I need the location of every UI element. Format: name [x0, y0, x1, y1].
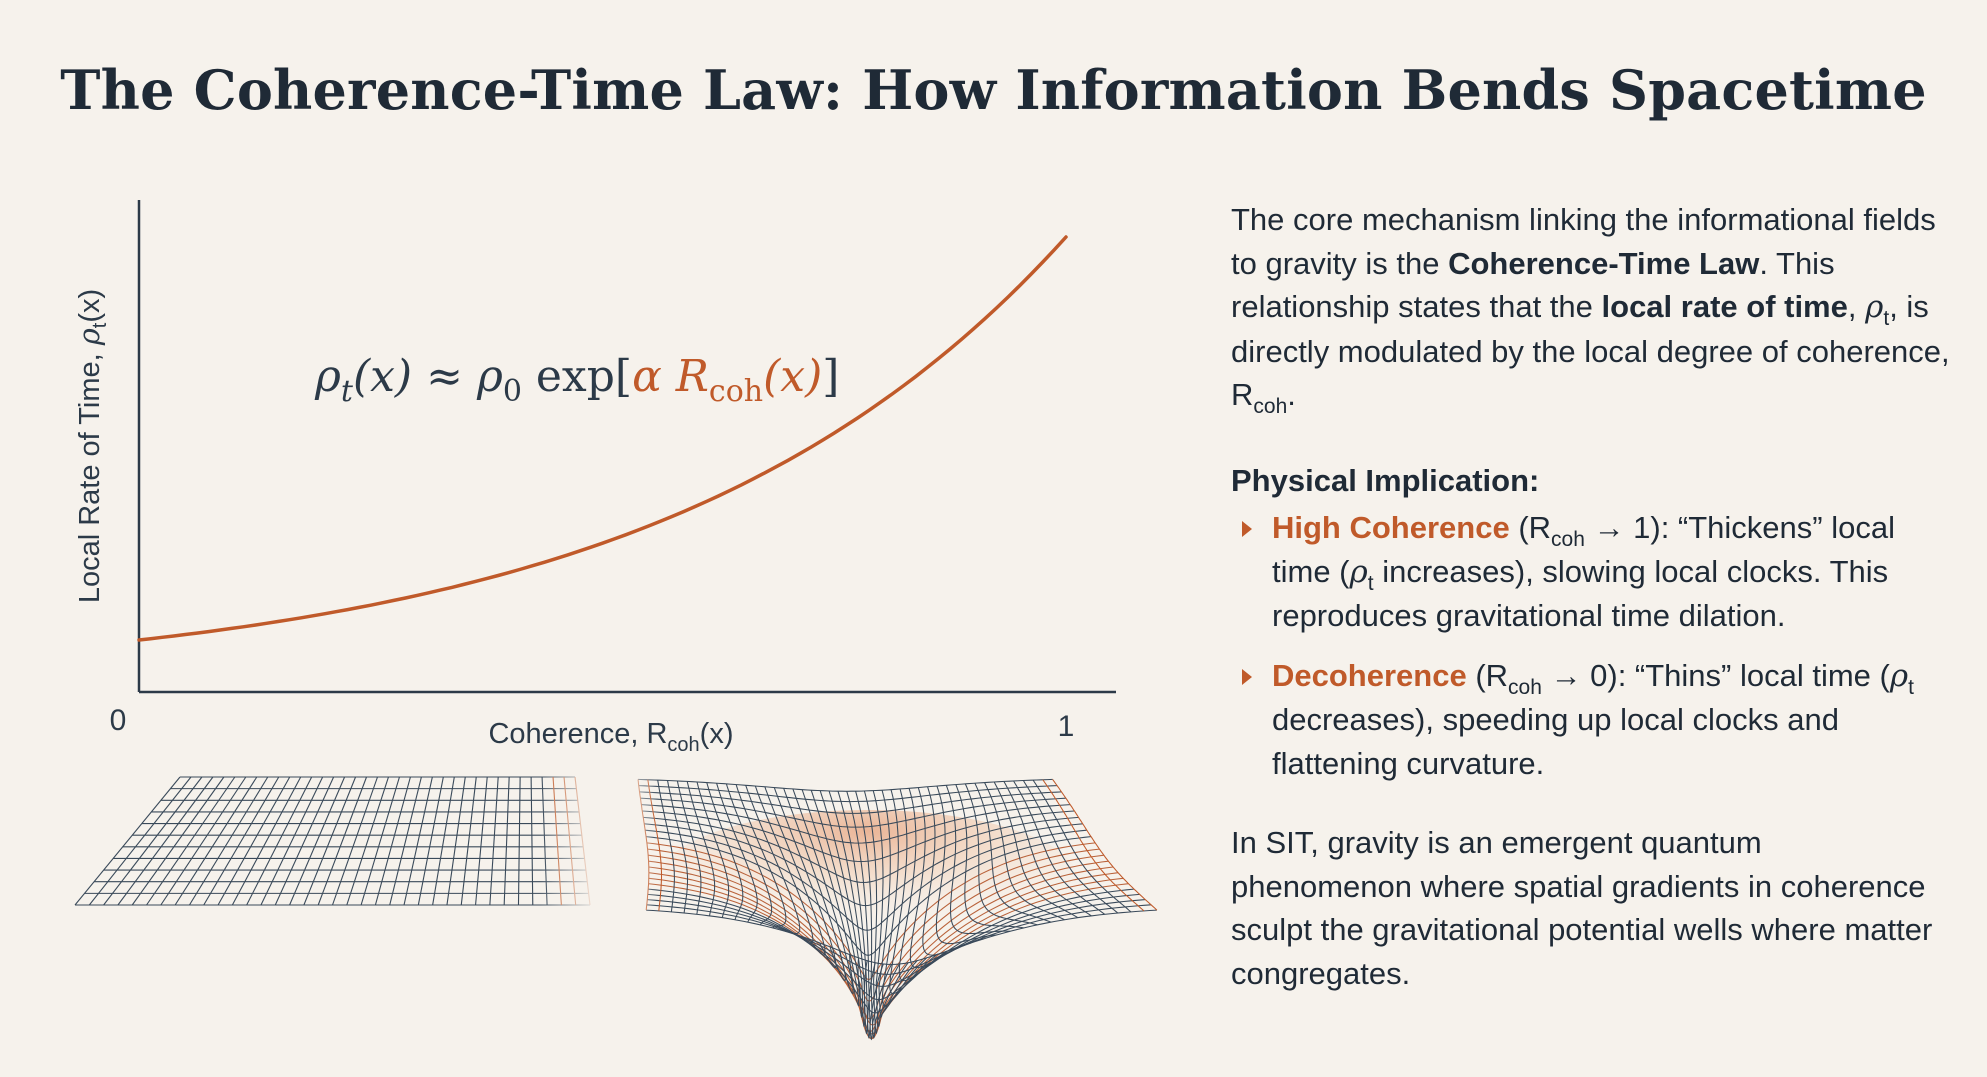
- grid-line: [909, 787, 972, 969]
- grid-line: [160, 776, 247, 906]
- grid-line: [1003, 781, 1092, 917]
- grid-line: [231, 776, 302, 906]
- grid-line: [764, 786, 826, 956]
- grid-line: [696, 781, 730, 918]
- triangle-bullet-icon: [1242, 668, 1252, 685]
- grid-line: [274, 776, 335, 906]
- grid-line: [103, 776, 203, 906]
- grid-line: [828, 790, 876, 1035]
- grid-line: [993, 781, 1079, 919]
- grid-line: [878, 790, 928, 1018]
- grid-line: [657, 780, 675, 912]
- grid-line: [432, 776, 455, 906]
- triangle-bullet-icon: [1242, 521, 1252, 537]
- implication-list: High Coherence (Rcoh → 1): “Thickens” lo…: [1231, 506, 1951, 785]
- grid-line: [346, 776, 389, 906]
- grid-line: [686, 781, 716, 916]
- grid-line: [74, 776, 181, 906]
- grid-line: [1022, 780, 1119, 914]
- series-line-rho-t: [137, 235, 1068, 642]
- grid-line: [88, 776, 192, 906]
- grid-line: [676, 780, 702, 915]
- grid-line: [935, 785, 997, 945]
- grid-line: [984, 782, 1065, 921]
- grid-line: [530, 776, 534, 906]
- grid-line: [217, 776, 291, 906]
- equation: ρt(x) ≈ ρ0 exp[α Rcoh(x)]: [314, 351, 839, 409]
- grid-line: [1032, 779, 1132, 913]
- page-title: The Coherence-Time Law: How Information …: [60, 58, 1927, 122]
- grid-line: [1052, 779, 1158, 911]
- grid-line: [446, 776, 466, 906]
- grid-line: [725, 783, 773, 926]
- coherence-time-figure: 0 1 Coherence, Rcoh(x) Local Rate of Tim…: [72, 200, 1158, 1041]
- grid-line: [260, 776, 324, 906]
- x-axis-label: Coherence, Rcoh(x): [488, 718, 733, 756]
- grid-line: [503, 776, 510, 906]
- grid-line: [773, 787, 837, 969]
- grid-line: [872, 790, 918, 1028]
- description-panel: The core mechanism linking the informati…: [1231, 198, 1951, 995]
- y-axis-label: Local Rate of Time, ρt(x): [72, 289, 111, 603]
- grid-line: [792, 788, 854, 995]
- grid-line: [289, 776, 346, 906]
- summary-paragraph: In SIT, gravity is an emergent quantum p…: [1231, 825, 1933, 991]
- grid-line: [1042, 779, 1145, 912]
- grid-line: [898, 788, 960, 982]
- grid-line: [945, 785, 1011, 935]
- grid-line: [1013, 780, 1106, 915]
- grid-line: [846, 791, 892, 1041]
- grid-line: [174, 776, 258, 906]
- grid-line: [974, 782, 1052, 923]
- grid-line: [716, 783, 758, 923]
- flat-spacetime-grid-illustration: [74, 776, 591, 906]
- flat-grid-fade: [540, 770, 600, 910]
- grid-line: [389, 776, 422, 906]
- x-tick-label-1: 1: [1058, 710, 1075, 743]
- description-intro: The core mechanism linking the informati…: [1231, 202, 1950, 418]
- curved-grid-fade: [618, 770, 658, 910]
- grid-line: [489, 776, 499, 906]
- grid-line: [460, 776, 477, 906]
- list-item-decoherence: Decoherence (Rcoh → 0): “Thins” local ti…: [1231, 654, 1951, 786]
- grid-line: [146, 776, 236, 906]
- grid-line: [955, 784, 1024, 929]
- grid-line: [417, 776, 444, 906]
- grid-line: [360, 776, 400, 906]
- list-item-high-coherence: High Coherence (Rcoh → 1): “Thickens” lo…: [1231, 506, 1951, 638]
- implication-heading: Physical Implication:: [1231, 462, 1540, 498]
- grid-line: [810, 790, 863, 1018]
- grid-line: [303, 776, 357, 906]
- grid-line: [203, 776, 280, 906]
- grid-line: [922, 786, 985, 956]
- grid-line: [706, 782, 744, 920]
- well-glow: [658, 810, 1078, 950]
- grid-line: [754, 785, 814, 945]
- grid-line: [131, 776, 225, 906]
- grid-line: [964, 783, 1038, 926]
- grid-line: [117, 776, 214, 906]
- grid-line: [863, 790, 909, 1035]
- curved-spacetime-well-illustration: [637, 778, 1158, 1041]
- grid-line: [403, 776, 433, 906]
- grid-line: [801, 789, 860, 1007]
- grid-line: [783, 788, 846, 982]
- grid-line: [331, 776, 379, 906]
- grid-line: [745, 785, 801, 935]
- grid-line: [188, 776, 269, 906]
- grid-line: [374, 776, 411, 906]
- grid-line: [317, 776, 368, 906]
- grid-line: [889, 788, 949, 995]
- grid-line: [475, 776, 488, 906]
- grid-line: [666, 780, 689, 914]
- grid-line: [246, 776, 313, 906]
- grid-line: [517, 776, 521, 906]
- grid-line: [735, 784, 787, 929]
- x-tick-label-0: 0: [110, 704, 127, 737]
- grid-line: [837, 791, 884, 1039]
